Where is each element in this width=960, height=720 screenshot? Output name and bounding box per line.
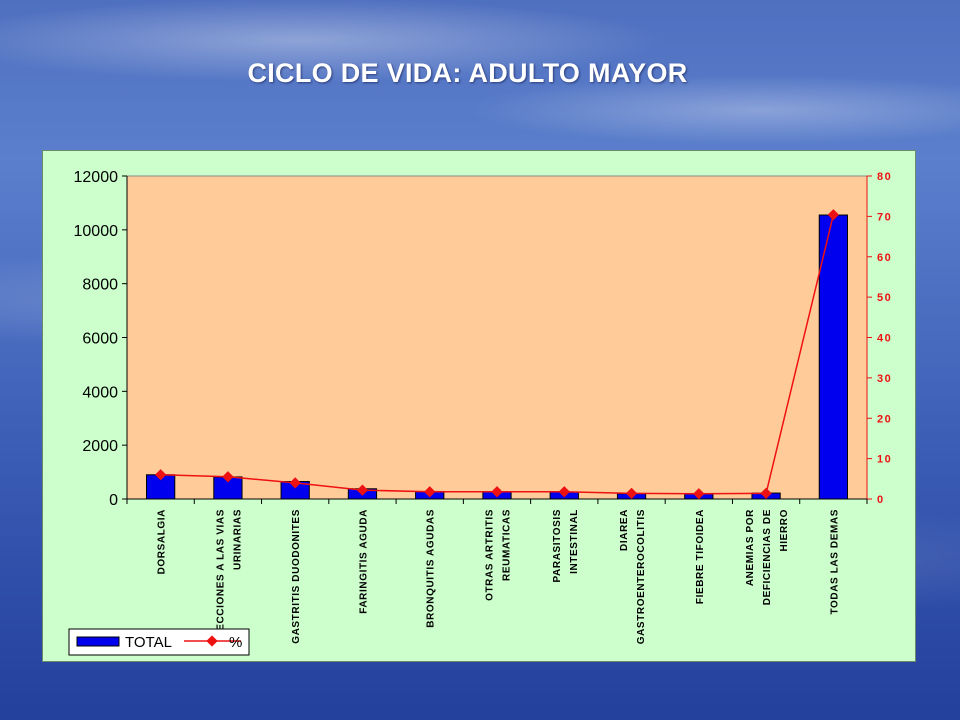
x-category-label: INFECCIONES A LAS VIAS bbox=[215, 509, 226, 649]
y-right-tick-label: 70 bbox=[877, 211, 892, 223]
legend-label-total: TOTAL bbox=[125, 634, 172, 651]
x-category-label: DEFICIENCIAS DE bbox=[762, 509, 773, 605]
page-title: CICLO DE VIDA: ADULTO MAYOR bbox=[247, 58, 688, 88]
y-right-tick-label: 60 bbox=[877, 252, 892, 264]
legend-label-percent: % bbox=[229, 634, 242, 651]
line-point-marker bbox=[222, 471, 234, 483]
y-right-tick-label: 20 bbox=[877, 413, 892, 425]
line-point-marker bbox=[558, 486, 570, 498]
x-category-label: DIAREA bbox=[619, 509, 630, 551]
y-left-tick-label: 12000 bbox=[74, 169, 119, 186]
line-point-marker bbox=[491, 486, 503, 498]
y-right-tick-label: 30 bbox=[877, 373, 892, 385]
y-left-tick-label: 2000 bbox=[82, 438, 118, 455]
line-point-marker bbox=[154, 469, 167, 481]
y-left-tick-label: 0 bbox=[109, 492, 118, 509]
legend-marker-percent bbox=[206, 635, 218, 647]
line-point-marker bbox=[289, 477, 301, 489]
y-right-tick-label: 50 bbox=[877, 292, 892, 304]
combo-chart: 0 2000 4000 6000 8000 10000 12000 0 10 20 30 40 50 60… bbox=[68, 169, 892, 656]
line-point-marker bbox=[356, 484, 369, 496]
x-category-label: BRONQUITIS AGUDAS bbox=[426, 509, 437, 628]
y-left-tick-label: 4000 bbox=[82, 384, 118, 401]
x-category-label: ANEMIAS POR bbox=[745, 509, 756, 586]
line-point-marker bbox=[424, 486, 436, 498]
x-category-label: OTRAS ARTRITIS bbox=[485, 509, 496, 601]
bar bbox=[818, 214, 848, 500]
x-category-label: GASTROENTEROCOLITIS bbox=[636, 509, 647, 644]
x-category-label: FIEBRE TIFOIDEA bbox=[695, 509, 706, 604]
y-left-tick-label: 8000 bbox=[82, 277, 118, 294]
line-point-marker bbox=[625, 487, 638, 500]
x-category-label: GASTRITIS DUODONITES bbox=[291, 509, 302, 644]
legend-swatch-total bbox=[76, 636, 120, 647]
y-right-tick-label: 80 bbox=[877, 171, 892, 183]
x-category-label: URINARIAS bbox=[232, 509, 243, 570]
line-point-marker bbox=[693, 488, 705, 500]
x-category-label: HIERRO bbox=[779, 509, 790, 552]
y-left-tick-label: 10000 bbox=[74, 223, 119, 240]
x-category-label: TODAS LAS DEMAS bbox=[829, 509, 840, 615]
x-category-label: DORSALGIA bbox=[157, 509, 168, 574]
y-right-tick-label: 10 bbox=[877, 454, 892, 466]
y-right-tick-label: 0 bbox=[877, 494, 885, 506]
x-category-label: FARINGITIS AGUDA bbox=[358, 509, 369, 614]
x-category-label: INTESTINAL bbox=[569, 509, 580, 574]
y-left-tick-label: 6000 bbox=[82, 331, 118, 348]
x-category-label: REUMATICAS bbox=[502, 509, 513, 581]
plot-area bbox=[126, 175, 868, 500]
chart-frame: 0 2000 4000 6000 8000 10000 12000 0 10 20 30 40 50 60… bbox=[42, 150, 916, 662]
x-category-label: PARASITOSIS bbox=[552, 509, 563, 582]
y-right-tick-label: 40 bbox=[877, 333, 892, 345]
line-point-marker bbox=[760, 487, 772, 500]
